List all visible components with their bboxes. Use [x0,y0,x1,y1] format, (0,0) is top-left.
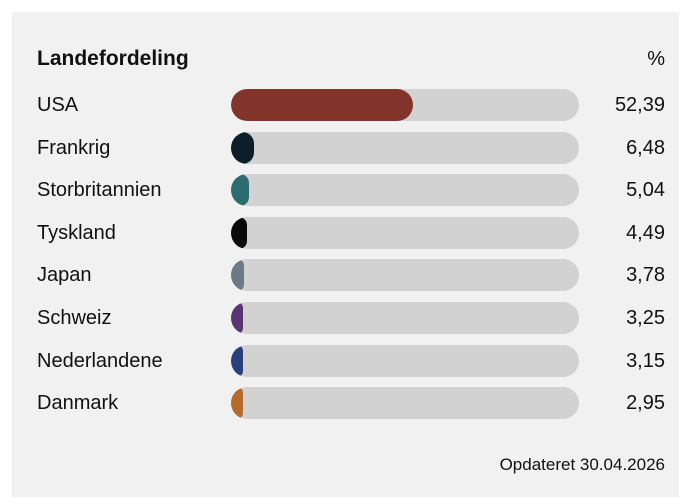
bar-row: Tyskland 4,49 [12,216,679,250]
category-label: USA [37,94,79,116]
bar-row: USA 52,39 [12,88,679,122]
bar-row: Nederlandene 3,15 [12,344,679,378]
value-label: 52,39 [614,94,665,116]
updated-date: Opdateret 30.04.2026 [499,455,665,474]
bar-track [231,387,579,419]
bar-row: Japan 3,78 [12,258,679,292]
bar-track [231,89,579,121]
category-label: Nederlandene [37,350,163,372]
bar-track [231,302,579,334]
bar [231,345,243,377]
bar-track [231,259,579,291]
value-label: 2,95 [626,392,665,414]
value-label: 3,25 [626,307,665,329]
category-label: Schweiz [37,307,112,329]
category-label: Danmark [37,392,119,414]
chart-panel: Landefordeling % USA 52,39 Frankrig 6,48 Sto… [12,12,679,497]
bar-row: Storbritannien 5,04 [12,173,679,207]
bar-track [231,217,579,249]
value-label: 3,78 [626,264,665,286]
bar [231,302,243,334]
bar-row: Schweiz 3,25 [12,301,679,335]
bar [231,387,243,419]
value-label: 4,49 [626,222,665,244]
category-label: Frankrig [37,137,111,159]
bar-track [231,174,579,206]
bar [231,259,244,291]
category-label: Storbritannien [37,179,162,201]
value-label: 3,15 [626,350,665,372]
category-label: Japan [37,264,92,286]
value-label: 5,04 [626,179,665,201]
bar [231,217,247,249]
value-label: 6,48 [626,137,665,159]
bar-track [231,345,579,377]
chart-title: Landefordeling [37,47,189,70]
percent-column-header: % [647,48,665,70]
bar-row: Frankrig 6,48 [12,131,679,165]
category-label: Tyskland [37,222,116,244]
bar [231,132,254,164]
bar-track [231,132,579,164]
bar-row: Danmark 2,95 [12,386,679,420]
bar [231,89,413,121]
bar [231,174,249,206]
